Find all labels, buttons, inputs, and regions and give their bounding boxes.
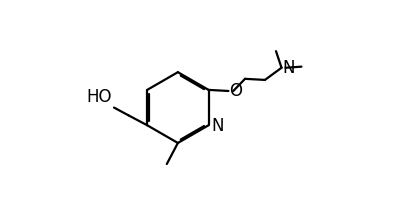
Text: HO: HO <box>87 88 112 106</box>
Text: N: N <box>212 117 224 135</box>
Text: N: N <box>283 59 295 77</box>
Text: O: O <box>230 82 242 100</box>
